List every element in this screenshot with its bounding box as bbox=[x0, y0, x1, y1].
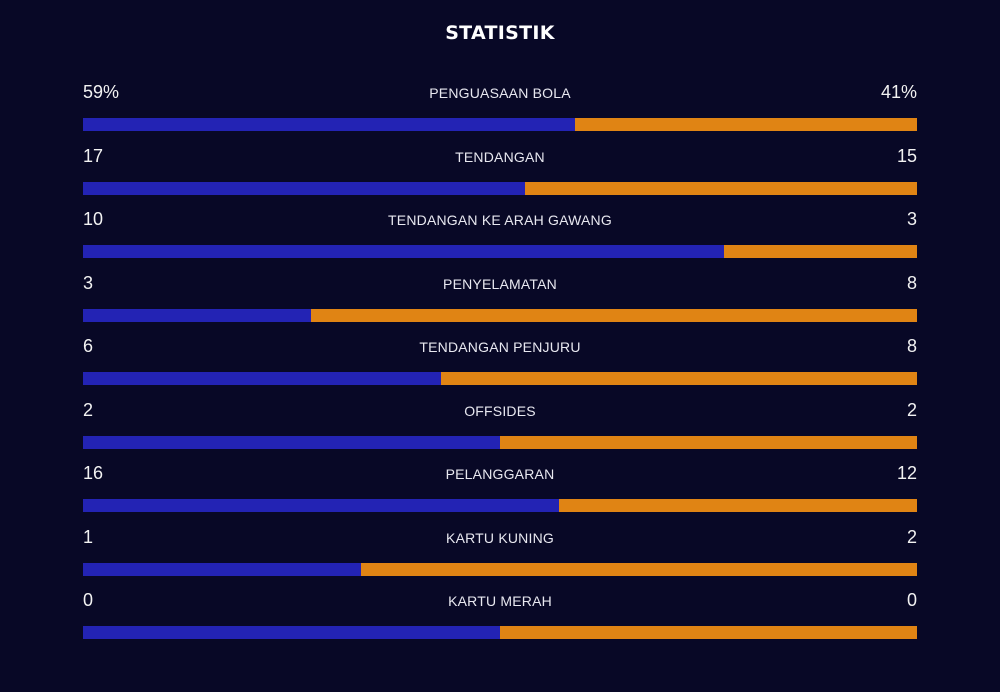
stat-label: PENYELAMATAN bbox=[443, 275, 557, 292]
away-value: 3 bbox=[906, 209, 917, 229]
home-bar-fill bbox=[83, 372, 441, 385]
statistics-list: 59% PENGUASAAN BOLA 41% 17 TENDANGAN 15 … bbox=[83, 80, 917, 652]
away-value: 8 bbox=[906, 336, 917, 356]
home-value: 6 bbox=[83, 336, 94, 356]
away-bar-fill bbox=[440, 372, 917, 385]
home-value: 16 bbox=[83, 463, 104, 483]
stat-label: OFFSIDES bbox=[464, 402, 536, 419]
away-value: 8 bbox=[906, 272, 917, 293]
stat-label: TENDANGAN PENJURU bbox=[419, 339, 581, 355]
stat-label: TENDANGAN KE ARAH GAWANG bbox=[388, 212, 612, 228]
home-value: 59% bbox=[83, 82, 120, 102]
stat-row-shots-on-target: 10 TENDANGAN KE ARAH GAWANG 3 bbox=[83, 207, 917, 271]
away-value: 0 bbox=[906, 590, 917, 610]
away-bar-fill bbox=[575, 118, 917, 131]
stat-row-possession: 59% PENGUASAAN BOLA 41% bbox=[83, 80, 917, 144]
stat-row-saves: 3 PENYELAMATAN 8 bbox=[83, 271, 917, 335]
home-value: 3 bbox=[83, 272, 94, 293]
away-value: 2 bbox=[906, 526, 917, 547]
home-bar-fill bbox=[83, 626, 500, 639]
stat-label: KARTU KUNING bbox=[446, 529, 554, 546]
home-bar-fill bbox=[83, 181, 526, 195]
comparison-bar bbox=[83, 435, 917, 449]
statistics-title: STATISTIK bbox=[445, 22, 555, 44]
stat-row-fouls: 16 PELANGGARAN 12 bbox=[83, 461, 917, 525]
away-value: 12 bbox=[896, 463, 917, 483]
home-value: 0 bbox=[83, 590, 94, 610]
stat-label: TENDANGAN bbox=[455, 148, 545, 165]
home-value: 17 bbox=[83, 145, 104, 166]
stat-row-shots: 17 TENDANGAN 15 bbox=[83, 144, 917, 208]
away-bar-fill bbox=[310, 308, 917, 322]
away-bar-fill bbox=[500, 626, 917, 639]
comparison-bar bbox=[83, 372, 917, 385]
stat-row-yellow-cards: 1 KARTU KUNING 2 bbox=[83, 525, 917, 589]
home-value: 10 bbox=[83, 209, 104, 229]
comparison-bar bbox=[83, 562, 917, 576]
away-value: 15 bbox=[896, 145, 917, 166]
stat-label: PENGUASAAN BOLA bbox=[429, 85, 571, 101]
stat-row-red-cards: 0 KARTU MERAH 0 bbox=[83, 588, 917, 652]
away-value: 2 bbox=[906, 399, 917, 420]
comparison-bar bbox=[83, 308, 917, 322]
home-bar-fill bbox=[83, 118, 576, 131]
comparison-bar bbox=[83, 181, 917, 195]
home-bar-fill bbox=[83, 435, 500, 449]
stat-row-offsides: 2 OFFSIDES 2 bbox=[83, 398, 917, 462]
comparison-bar bbox=[83, 118, 917, 131]
away-bar-fill bbox=[559, 499, 917, 512]
stat-label: KARTU MERAH bbox=[448, 593, 552, 609]
away-bar-fill bbox=[360, 562, 917, 576]
home-value: 2 bbox=[83, 399, 94, 420]
home-bar-fill bbox=[83, 562, 361, 576]
comparison-bar bbox=[83, 626, 917, 639]
comparison-bar bbox=[83, 499, 917, 512]
away-bar-fill bbox=[500, 435, 917, 449]
away-value: 41% bbox=[880, 82, 917, 102]
stat-row-corners: 6 TENDANGAN PENJURU 8 bbox=[83, 334, 917, 398]
home-bar-fill bbox=[83, 245, 725, 258]
home-bar-fill bbox=[83, 499, 560, 512]
home-bar-fill bbox=[83, 308, 311, 322]
away-bar-fill bbox=[724, 245, 917, 258]
home-value: 1 bbox=[83, 526, 94, 547]
comparison-bar bbox=[83, 245, 917, 258]
stat-label: PELANGGARAN bbox=[445, 466, 555, 482]
away-bar-fill bbox=[525, 181, 917, 195]
